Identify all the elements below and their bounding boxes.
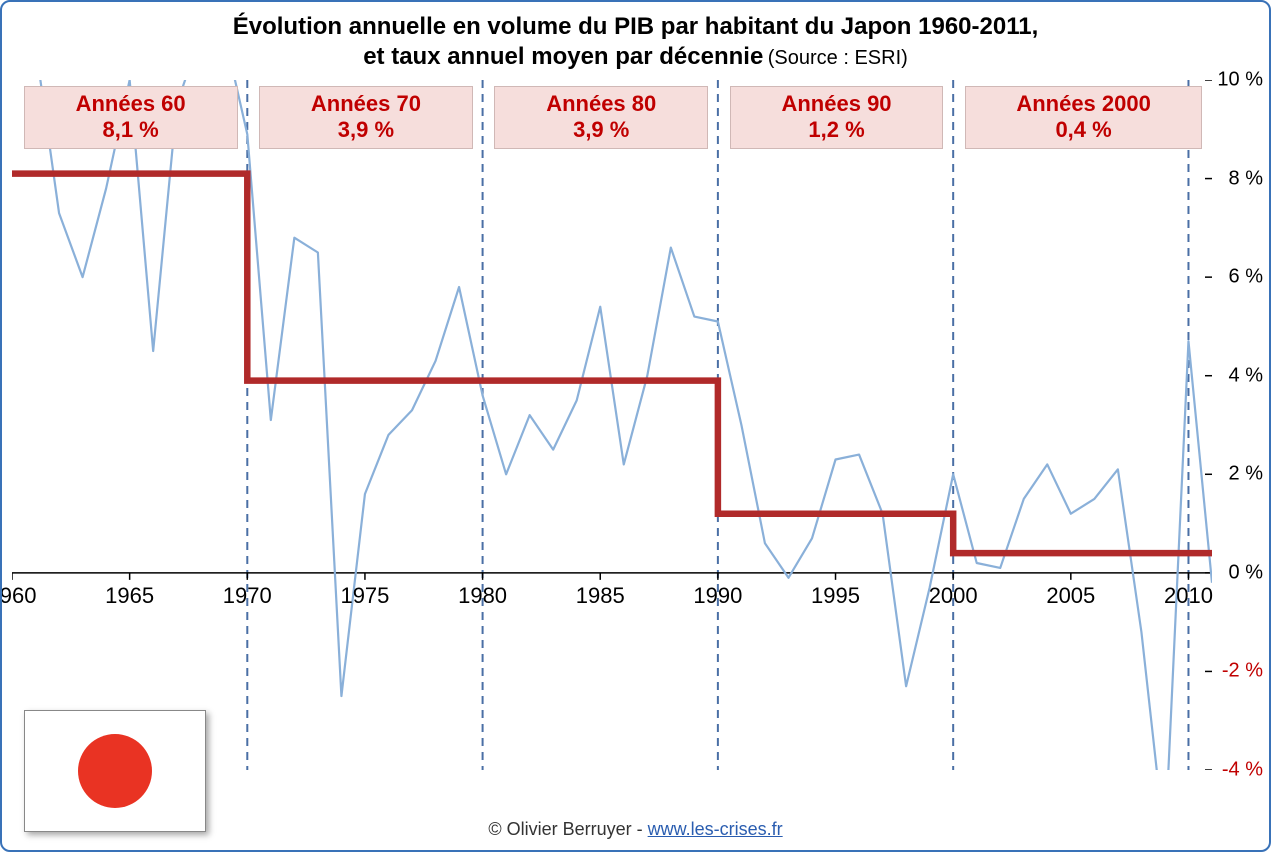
- x-tick-label: 1985: [576, 583, 625, 609]
- y-tick-label: 8 %: [1229, 167, 1263, 190]
- y-tick-label: 10 %: [1217, 69, 1263, 92]
- x-tick-label: 1975: [340, 583, 389, 609]
- plot-area: [12, 80, 1212, 770]
- decade-label: Années 80: [495, 91, 707, 117]
- decade-box: Années 901,2 %: [730, 86, 944, 149]
- title-source: (Source : ESRI): [768, 47, 908, 69]
- decade-label: Années 60: [25, 91, 237, 117]
- japan-flag-icon: [24, 710, 206, 832]
- y-tick-label: 4 %: [1229, 364, 1263, 387]
- x-tick-label: 1960: [0, 583, 36, 609]
- x-tick-label: 2000: [929, 583, 978, 609]
- x-tick-label: 2005: [1046, 583, 1095, 609]
- flag-circle: [78, 734, 152, 808]
- title-line2: et taux annuel moyen par décennie: [363, 43, 763, 70]
- decade-value: 8,1 %: [25, 117, 237, 143]
- plot-svg: [12, 80, 1212, 770]
- title-line1: Évolution annuelle en volume du PIB par …: [233, 13, 1039, 40]
- decade-value: 3,9 %: [260, 117, 472, 143]
- y-tick-label: -4 %: [1222, 759, 1263, 782]
- x-tick-label: 1990: [693, 583, 742, 609]
- x-tick-label: 2010: [1164, 583, 1213, 609]
- y-tick-label: 6 %: [1229, 266, 1263, 289]
- x-tick-label: 1965: [105, 583, 154, 609]
- y-tick-label: 0 %: [1229, 561, 1263, 584]
- decade-box: Années 803,9 %: [494, 86, 708, 149]
- y-tick-label: -2 %: [1222, 660, 1263, 683]
- decade-value: 3,9 %: [495, 117, 707, 143]
- decade-box: Années 20000,4 %: [965, 86, 1202, 149]
- decade-value: 1,2 %: [731, 117, 943, 143]
- x-tick-label: 1995: [811, 583, 860, 609]
- decade-label: Années 90: [731, 91, 943, 117]
- x-tick-label: 1970: [223, 583, 272, 609]
- credit-line: © Olivier Berruyer - www.les-crises.fr: [488, 819, 782, 840]
- credit-prefix: © Olivier Berruyer -: [488, 819, 647, 839]
- decade-box: Années 608,1 %: [24, 86, 238, 149]
- chart-title: Évolution annuelle en volume du PIB par …: [2, 2, 1269, 72]
- x-tick-label: 1980: [458, 583, 507, 609]
- credit-link[interactable]: www.les-crises.fr: [648, 819, 783, 839]
- decade-label: Années 70: [260, 91, 472, 117]
- decade-box: Années 703,9 %: [259, 86, 473, 149]
- y-tick-label: 2 %: [1229, 463, 1263, 486]
- decade-label: Années 2000: [966, 91, 1201, 117]
- chart-frame: Évolution annuelle en volume du PIB par …: [0, 0, 1271, 852]
- decade-value: 0,4 %: [966, 117, 1201, 143]
- y-axis-labels: -4 %-2 %0 %2 %4 %6 %8 %10 %: [1208, 80, 1263, 770]
